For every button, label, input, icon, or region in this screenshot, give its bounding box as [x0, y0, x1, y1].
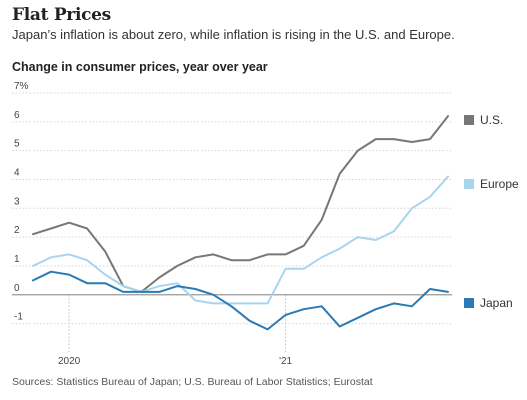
y-tick-label: 1	[14, 254, 20, 265]
chart-title: Flat Prices	[12, 5, 111, 25]
x-tick-label: '21	[279, 356, 292, 367]
y-tick-label: 3	[14, 196, 20, 207]
legend-swatch-japan	[464, 298, 474, 308]
x-tick-label: 2020	[58, 356, 81, 367]
legend-label-us: U.S.	[480, 113, 503, 127]
chart-heading: Change in consumer prices, year over yea…	[12, 60, 268, 74]
series-line-europe	[32, 175, 449, 305]
series-line-us	[32, 115, 449, 293]
legend-label-europe: Europe	[480, 177, 519, 191]
y-tick-label: -1	[14, 312, 23, 323]
legend-swatch-us	[464, 115, 474, 125]
series-line-japan	[32, 270, 449, 331]
y-tick-label: 2	[14, 225, 20, 236]
y-tick-label: 7%	[14, 81, 29, 92]
y-tick-label: 6	[14, 110, 20, 121]
legend-label-japan: Japan	[480, 296, 513, 310]
source-note: Sources: Statistics Bureau of Japan; U.S…	[12, 376, 373, 388]
chart-subtitle: Japan’s inflation is about zero, while i…	[12, 27, 455, 42]
y-tick-label: 0	[14, 283, 20, 294]
y-tick-label: 4	[14, 167, 20, 178]
y-tick-label: 5	[14, 139, 20, 150]
legend-swatch-europe	[464, 179, 474, 189]
